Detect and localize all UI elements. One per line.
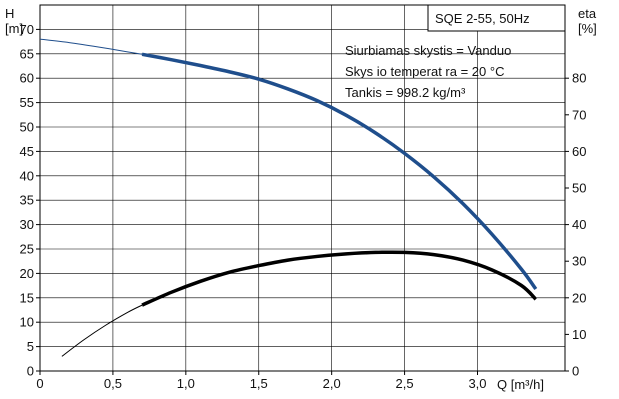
y-left-tick-label: 0 — [27, 364, 34, 379]
x-tick-label: 1,5 — [250, 376, 268, 391]
y-left-tick-label: 65 — [20, 46, 34, 61]
efficiency-curve — [141, 250, 538, 307]
y-left-tick-label: 40 — [20, 168, 34, 183]
y-right-tick-label: 80 — [572, 71, 586, 86]
x-axis-label: Q [m³/h] — [497, 377, 544, 392]
y-left-tick-label: 5 — [27, 339, 34, 354]
y-right-tick-label: 0 — [572, 364, 579, 379]
y-right-tick-label: 40 — [572, 217, 586, 232]
y-right-label-line1: eta — [578, 6, 597, 21]
ticks: 0 5 10 15 20 25 30 35 40 45 50 55 60 65 70 0 10 20 30 40 50 6… — [20, 22, 587, 391]
efficiency-curve-extrapolated — [61, 304, 143, 357]
x-tick-label: 3,0 — [468, 376, 486, 391]
y-left-tick-label: 25 — [20, 242, 34, 257]
head-curve-extrapolated — [39, 38, 143, 55]
x-tick-label: 0,5 — [104, 376, 122, 391]
y-left-tick-label: 60 — [20, 71, 34, 86]
y-left-tick-label: 50 — [20, 120, 34, 135]
y-right-tick-label: 60 — [572, 144, 586, 159]
curves — [39, 38, 538, 357]
y-left-label-line1: H — [5, 6, 14, 21]
annotation-temperature: Skys io temperat ra = 20 °C — [345, 64, 504, 79]
chart-title: SQE 2-55, 50Hz — [435, 11, 530, 26]
y-right-tick-label: 50 — [572, 181, 586, 196]
annotation-density: Tankis = 998.2 kg/m³ — [345, 85, 466, 100]
y-left-tick-label: 35 — [20, 193, 34, 208]
y-right-tick-label: 30 — [572, 254, 586, 269]
y-left-tick-label: 15 — [20, 290, 34, 305]
annotation-liquid: Siurbiamas skystis = Vanduo — [345, 43, 511, 58]
plot-frame — [39, 4, 566, 372]
y-left-tick-label: 45 — [20, 144, 34, 159]
x-tick-label: 1,0 — [177, 376, 195, 391]
y-right-tick-label: 70 — [572, 107, 586, 122]
x-tick-label: 2,0 — [323, 376, 341, 391]
x-tick-label: 0 — [36, 376, 43, 391]
y-left-tick-label: 30 — [20, 217, 34, 232]
y-left-label-line2: [m] — [5, 21, 23, 36]
y-right-tick-label: 20 — [572, 290, 586, 305]
y-left-tick-label: 20 — [20, 266, 34, 281]
y-left-tick-label: 10 — [20, 315, 34, 330]
title-box — [427, 4, 566, 32]
head-curve — [141, 52, 538, 291]
y-right-label-line2: [%] — [578, 21, 597, 36]
y-right-tick-label: 10 — [572, 327, 586, 342]
y-left-tick-label: 70 — [20, 22, 34, 37]
y-left-tick-label: 55 — [20, 95, 34, 110]
grid — [40, 5, 565, 371]
x-tick-label: 2,5 — [396, 376, 414, 391]
